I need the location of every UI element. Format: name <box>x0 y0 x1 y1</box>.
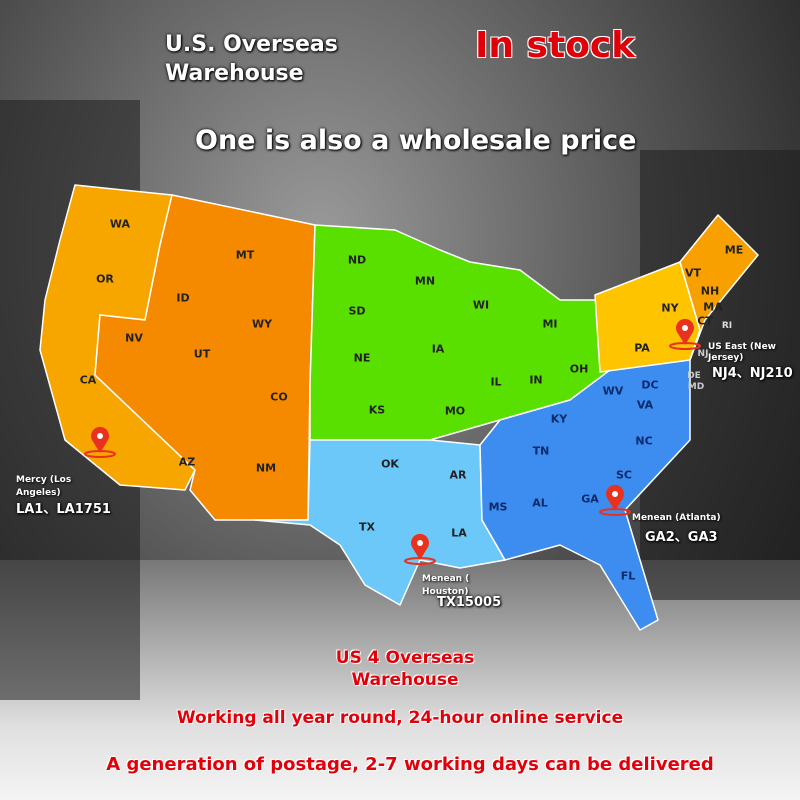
warehouse-name-atlanta: Menean (Atlanta) <box>632 513 721 523</box>
state-label: ID <box>176 291 190 305</box>
state-label: SC <box>616 468 632 482</box>
state-label: TX <box>359 520 375 534</box>
warehouse-count-line2: Warehouse <box>351 670 459 690</box>
state-label: LA <box>451 526 467 540</box>
pin-atlanta <box>599 484 631 516</box>
title-line1: U.S. Overseas <box>165 32 338 57</box>
state-label: ND <box>347 253 367 267</box>
state-label: OH <box>569 362 589 376</box>
region-northeast-b <box>679 214 759 361</box>
state-label: MS <box>488 500 508 514</box>
state-label: MA <box>703 300 723 314</box>
warehouse-codes-houston: TX15005 <box>437 595 502 610</box>
state-label: RI <box>721 321 733 331</box>
state-label: WA <box>109 217 131 231</box>
state-label: NJ <box>697 349 709 359</box>
pin-houston <box>404 533 436 565</box>
warehouse-name-houston: Menean ( Houston) <box>422 574 470 597</box>
state-label: KY <box>550 412 568 426</box>
state-label: NE <box>353 351 371 365</box>
state-label: NV <box>125 331 143 345</box>
warehouse-codes-new-jersey: NJ4、NJ210 <box>712 366 793 381</box>
warehouse-count: US 4 Overseas Warehouse <box>320 647 490 691</box>
state-label: SD <box>348 304 366 318</box>
state-label: MT <box>235 248 255 262</box>
state-label: MD <box>687 382 705 392</box>
warehouse-count-line1: US 4 Overseas <box>335 648 475 668</box>
state-label: MO <box>444 404 466 418</box>
state-label: CO <box>270 390 288 404</box>
region-southeast <box>479 357 691 631</box>
in-stock-badge: In stock <box>475 25 636 66</box>
warehouse-name-la: Mercy (Los Angeles) <box>16 475 72 498</box>
state-label: WI <box>472 298 490 312</box>
state-label: NH <box>700 284 720 298</box>
state-label: VT <box>684 266 702 280</box>
state-label: FL <box>620 569 636 583</box>
state-label: AZ <box>178 455 196 469</box>
state-label: IA <box>431 342 445 356</box>
state-label: KS <box>368 403 386 417</box>
state-label: ME <box>724 243 744 257</box>
warehouse-name-new-jersey: US East (New Jersey) <box>708 342 777 363</box>
state-label: TN <box>532 444 550 458</box>
state-label: NC <box>635 434 653 448</box>
state-label: WV <box>602 384 624 398</box>
state-label: PA <box>634 341 650 355</box>
state-label: WY <box>251 317 273 331</box>
state-label: OR <box>96 272 114 286</box>
state-label: IL <box>490 375 502 389</box>
state-label: NY <box>661 301 679 315</box>
state-label: MI <box>542 317 558 331</box>
state-label: UT <box>193 347 211 361</box>
state-label: GA <box>581 492 599 506</box>
state-label: CA <box>79 373 97 387</box>
state-label: AL <box>532 496 548 510</box>
state-label: IN <box>529 373 543 387</box>
state-label: NM <box>255 461 277 475</box>
state-label: OK <box>381 457 399 471</box>
warehouse-codes-atlanta: GA2、GA3 <box>645 530 718 545</box>
pins <box>84 318 701 565</box>
pin-new-jersey <box>669 318 701 350</box>
state-label: CT <box>697 314 713 328</box>
state-label: DE <box>687 371 701 381</box>
service-text: Working all year round, 24-hour online s… <box>176 708 624 728</box>
title-line2: Warehouse <box>165 61 304 86</box>
title: U.S. Overseas Warehouse <box>165 30 338 88</box>
state-label: AR <box>449 468 467 482</box>
state-label: VA <box>636 398 654 412</box>
state-label: MN <box>414 274 436 288</box>
warehouse-codes-la: LA1、LA1751 <box>16 502 111 517</box>
subtitle: One is also a wholesale price <box>195 125 637 156</box>
pin-los-angeles <box>84 426 116 458</box>
state-label: DC <box>641 378 659 392</box>
delivery-text: A generation of postage, 2-7 working day… <box>106 754 714 775</box>
